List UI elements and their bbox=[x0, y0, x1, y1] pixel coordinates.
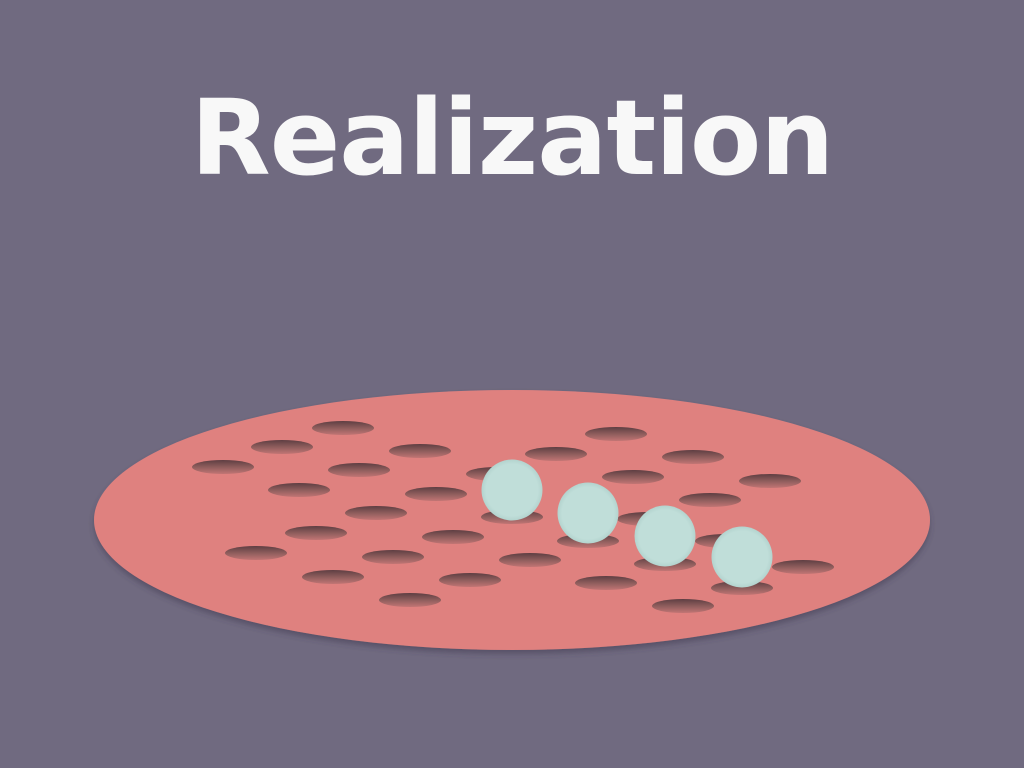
peg-hole bbox=[739, 474, 801, 488]
ball bbox=[481, 459, 543, 521]
peg-hole bbox=[772, 560, 834, 574]
peg-hole bbox=[379, 593, 441, 607]
peg-hole bbox=[285, 526, 347, 540]
balls-group bbox=[481, 459, 773, 588]
ball bbox=[557, 482, 619, 544]
peg-hole bbox=[439, 573, 501, 587]
peg-hole bbox=[302, 570, 364, 584]
peg-hole bbox=[499, 553, 561, 567]
slide-title: Realization bbox=[190, 77, 835, 199]
peg-hole bbox=[251, 440, 313, 454]
peg-hole bbox=[652, 599, 714, 613]
peg-hole bbox=[268, 483, 330, 497]
ball bbox=[634, 505, 696, 567]
peg-hole bbox=[389, 444, 451, 458]
peg-hole bbox=[585, 427, 647, 441]
peg-hole bbox=[422, 530, 484, 544]
peg-hole bbox=[711, 581, 773, 595]
peg-hole bbox=[192, 460, 254, 474]
peg-hole bbox=[328, 463, 390, 477]
peg-hole bbox=[662, 450, 724, 464]
peg-hole bbox=[575, 576, 637, 590]
holes-group bbox=[192, 421, 834, 613]
peg-hole bbox=[345, 506, 407, 520]
peg-hole bbox=[602, 470, 664, 484]
peg-hole bbox=[525, 447, 587, 461]
ball bbox=[711, 526, 773, 588]
peg-hole bbox=[679, 493, 741, 507]
peg-hole bbox=[362, 550, 424, 564]
peg-hole bbox=[312, 421, 374, 435]
peg-hole bbox=[405, 487, 467, 501]
peg-hole bbox=[225, 546, 287, 560]
